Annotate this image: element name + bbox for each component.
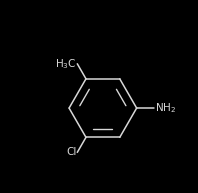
Text: Cl: Cl <box>66 147 77 157</box>
Text: NH$_2$: NH$_2$ <box>155 101 176 115</box>
Text: H$_3$C: H$_3$C <box>55 57 77 71</box>
